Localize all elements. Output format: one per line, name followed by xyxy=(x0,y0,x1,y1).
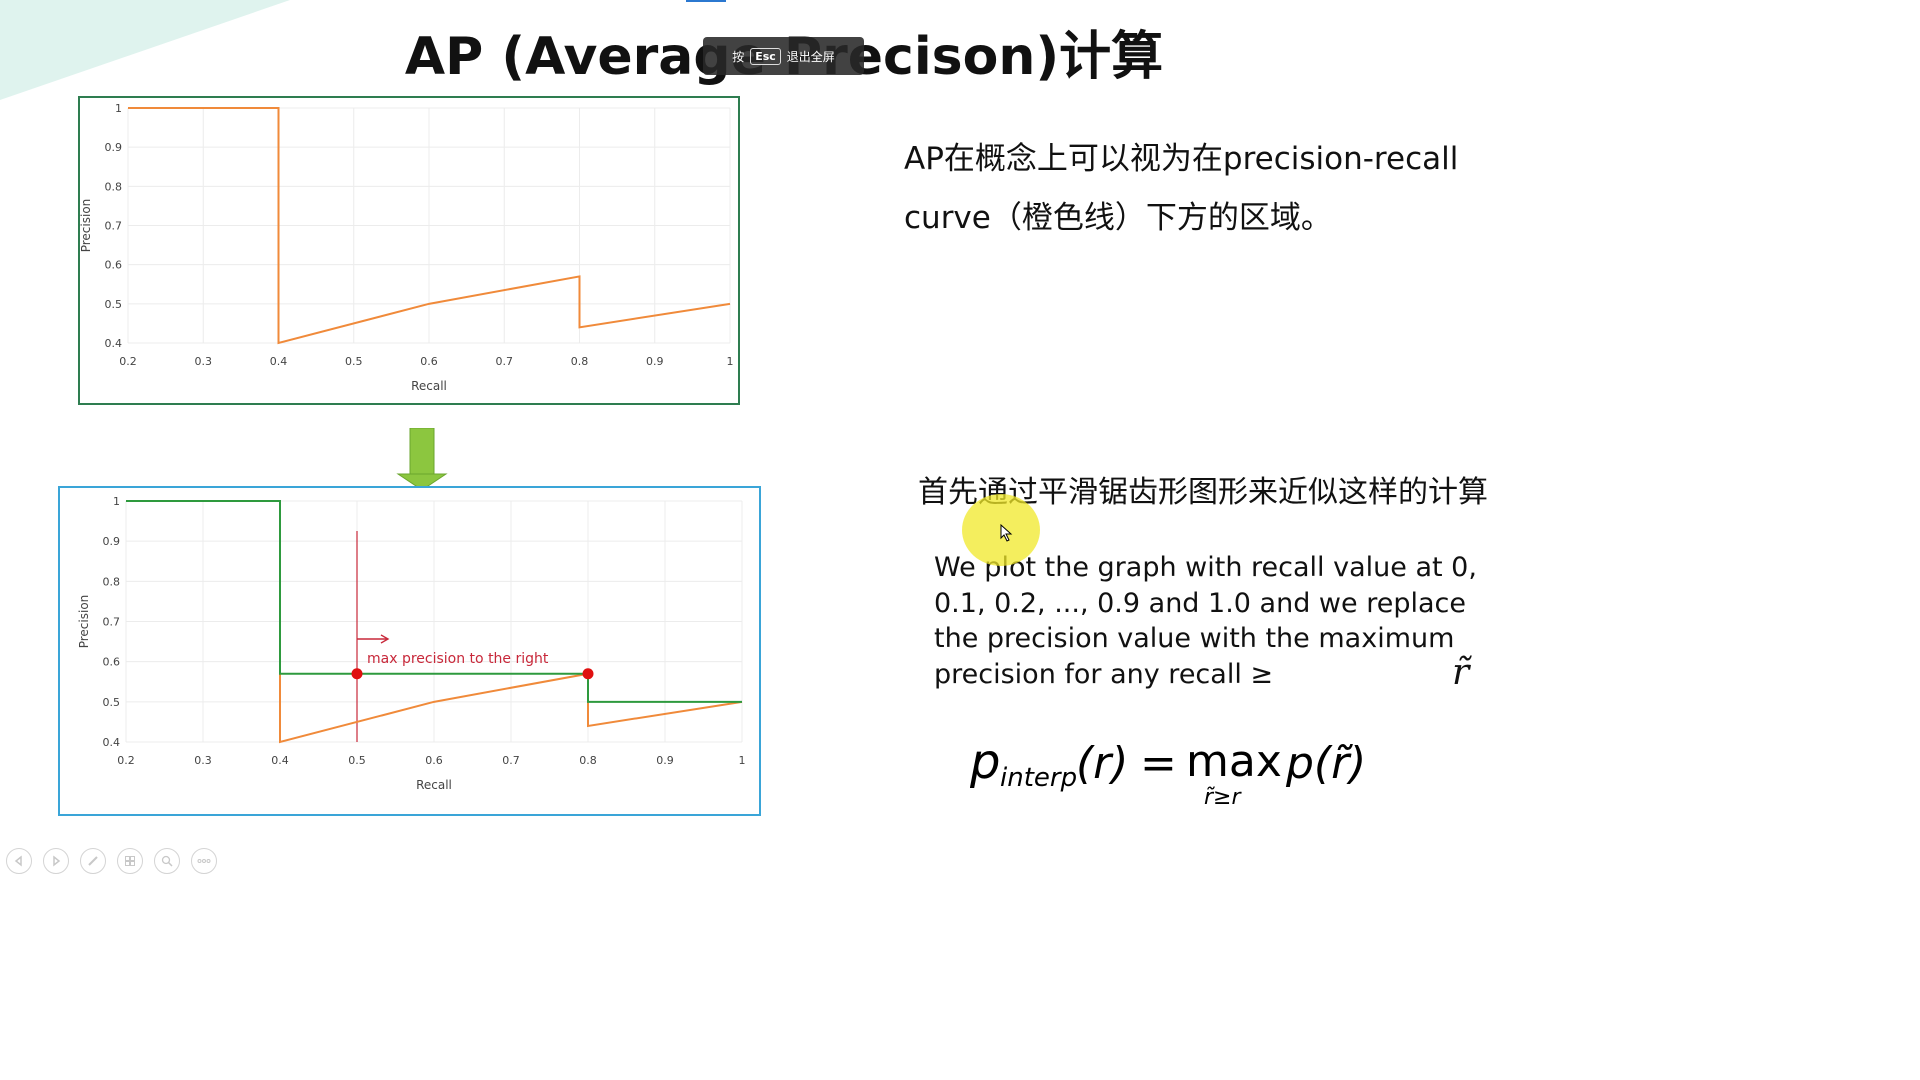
y-axis-label: Precision xyxy=(77,595,91,649)
x-tick-label: 1 xyxy=(739,754,746,767)
formula-lhs-sub: interp xyxy=(1000,763,1077,793)
series-line-1 xyxy=(126,500,742,703)
x-tick-label: 0.8 xyxy=(571,355,589,368)
pr-curve-chart: 0.2 0.3 0.4 0.5 0.6 0.7 0.8 0.9 1 1 0.9 0.8 0.7 0.6 0.… xyxy=(78,96,740,405)
grid-icon[interactable] xyxy=(117,848,143,874)
formula-equals: = xyxy=(1140,738,1177,789)
x-tick-label: 0.7 xyxy=(502,754,520,767)
formula-rhs: p(r̃) xyxy=(1285,738,1366,789)
x-tick-label: 0.9 xyxy=(646,355,664,368)
x-tick-label: 1 xyxy=(727,355,734,368)
interpolation-formula: p interp (r) = max r̃≥r p(r̃) xyxy=(970,734,1366,808)
exit-fullscreen-hint[interactable]: 按 Esc 退出全屏 xyxy=(703,37,864,75)
y-tick-label: 1 xyxy=(115,102,122,115)
x-tick-label: 0.6 xyxy=(420,355,438,368)
x-tick-label: 0.7 xyxy=(496,355,514,368)
formula-arg: (r) xyxy=(1076,738,1128,789)
x-tick-label: 0.6 xyxy=(425,754,443,767)
x-tick-label: 0.2 xyxy=(117,754,135,767)
y-tick-label: 0.6 xyxy=(105,259,123,272)
esc-hint-prefix: 按 xyxy=(732,49,745,64)
right-arrow-head xyxy=(380,634,390,644)
x-tick-label: 0.3 xyxy=(195,355,213,368)
formula-max-sub: r̃≥r xyxy=(1204,785,1242,808)
data-point-marker xyxy=(351,668,363,680)
x-tick-label: 0.9 xyxy=(656,754,674,767)
y-tick-label: 0.5 xyxy=(103,696,121,709)
series-line-0 xyxy=(128,107,731,345)
y-tick-label: 0.9 xyxy=(105,141,123,154)
x-tick-label: 0.4 xyxy=(270,355,288,368)
esc-key-badge: Esc xyxy=(750,47,781,65)
presentation-toolbar xyxy=(6,848,217,874)
next-icon[interactable] xyxy=(43,848,69,874)
x-tick-label: 0.5 xyxy=(348,754,366,767)
x-axis-label: Recall xyxy=(416,778,452,792)
y-tick-label: 0.8 xyxy=(105,180,123,193)
formula-max: max xyxy=(1186,736,1282,787)
x-axis-label: Recall xyxy=(411,379,447,393)
y-tick-label: 0.4 xyxy=(105,337,123,350)
corner-decoration xyxy=(0,0,290,100)
x-tick-label: 0.8 xyxy=(579,754,597,767)
formula-lhs: p xyxy=(970,734,1000,790)
x-tick-label: 0.5 xyxy=(345,355,363,368)
zoom-icon[interactable] xyxy=(154,848,180,874)
y-tick-label: 1 xyxy=(113,495,120,508)
esc-hint-suffix: 退出全屏 xyxy=(786,49,835,64)
down-arrow-icon xyxy=(396,428,448,490)
y-axis-label: Precision xyxy=(80,199,93,253)
pen-icon[interactable] xyxy=(80,848,106,874)
x-tick-label: 0.3 xyxy=(194,754,212,767)
y-tick-label: 0.8 xyxy=(103,575,121,588)
y-tick-label: 0.6 xyxy=(103,656,121,669)
x-tick-label: 0.4 xyxy=(271,754,289,767)
smoothed-pr-curve-svg: 0.2 0.3 0.4 0.5 0.6 0.7 0.8 0.9 1 1 0.9 0.8 0.7 0.6 0.… xyxy=(77,495,746,792)
more-icon[interactable] xyxy=(191,848,217,874)
x-tick-label: 0.2 xyxy=(119,355,137,368)
data-point-marker xyxy=(582,668,594,680)
series-line-0 xyxy=(279,672,743,744)
smoothed-pr-curve-chart: 0.2 0.3 0.4 0.5 0.6 0.7 0.8 0.9 1 1 0.9 0.8 0.7 0.6 0.… xyxy=(58,486,761,816)
y-tick-label: 0.9 xyxy=(103,535,121,548)
r-tilde-symbol: r̃ xyxy=(1452,652,1470,693)
prev-icon[interactable] xyxy=(6,848,32,874)
y-tick-label: 0.7 xyxy=(105,220,123,233)
mouse-cursor-icon xyxy=(1000,524,1013,542)
ap-description: AP在概念上可以视为在precision-recall curve（橙色线）下方… xyxy=(904,141,1459,236)
top-tab-indicator xyxy=(686,0,726,2)
interpolation-description: We plot the graph with recall value at 0… xyxy=(934,552,1477,690)
y-tick-label: 0.5 xyxy=(105,298,123,311)
annotation-label: max precision to the right xyxy=(367,651,549,667)
pr-curve-svg: 0.2 0.3 0.4 0.5 0.6 0.7 0.8 0.9 1 1 0.9 0.8 0.7 0.6 0.… xyxy=(79,102,734,393)
y-tick-label: 0.7 xyxy=(103,616,121,629)
y-tick-label: 0.4 xyxy=(103,736,121,749)
